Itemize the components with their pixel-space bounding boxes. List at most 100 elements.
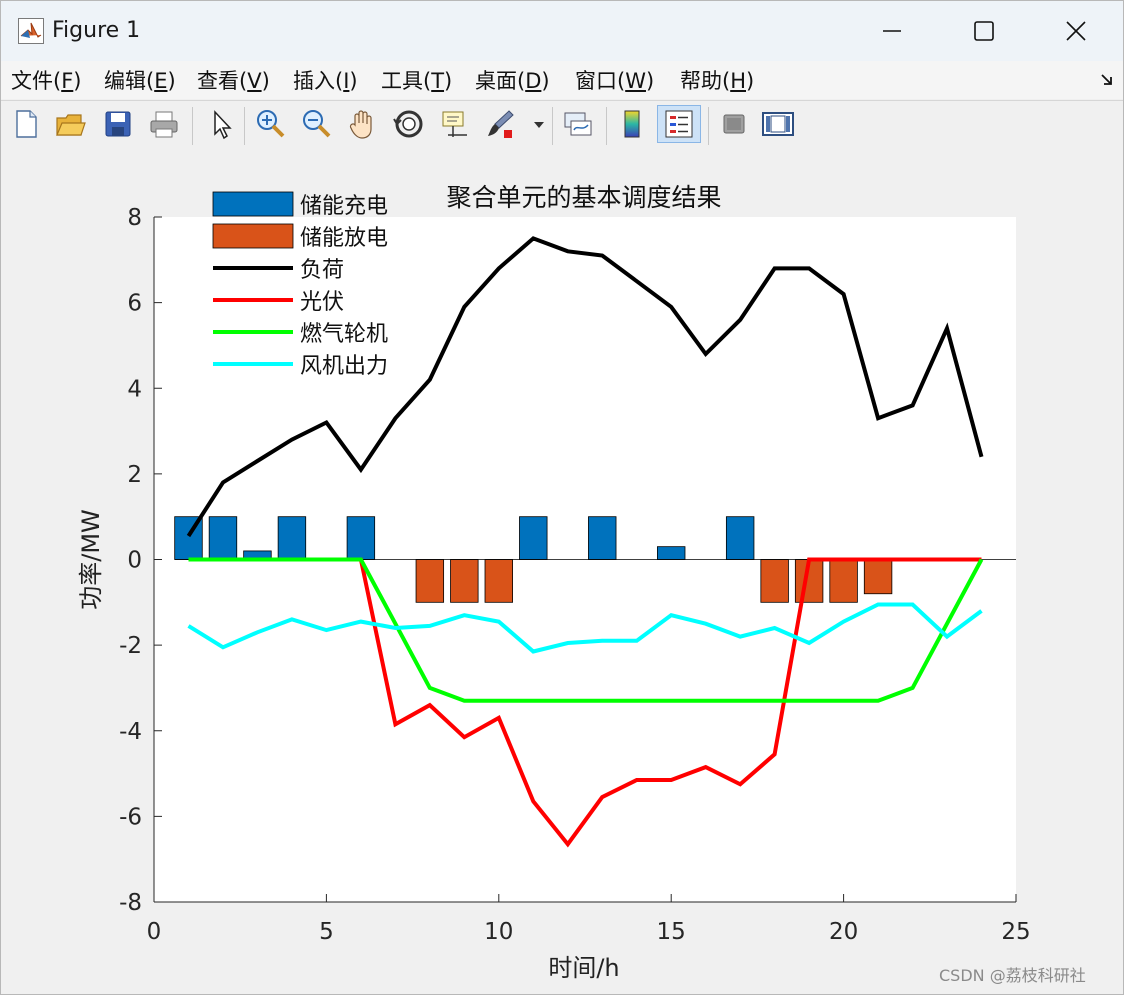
legend-label: 光伏: [300, 290, 344, 315]
legend-swatch: [212, 223, 294, 249]
discharge-bar: [863, 559, 893, 595]
window-title: Figure 1: [52, 18, 141, 43]
y-tick-label: -4: [119, 719, 142, 745]
charge-bar: [588, 516, 617, 560]
title-bar[interactable]: Figure 1: [1, 1, 1123, 61]
toolbar-separator: [552, 107, 553, 145]
toolbar-separator: [606, 107, 607, 145]
data-cursor-button[interactable]: [438, 105, 472, 143]
link-plot-button[interactable]: [561, 105, 595, 143]
legend-swatch: [212, 191, 294, 217]
save-button[interactable]: [101, 105, 135, 143]
open-file-icon: [56, 114, 86, 136]
close-icon: [1066, 21, 1086, 41]
menu-edit[interactable]: 编辑(E): [104, 69, 176, 93]
pointer-icon: [214, 110, 232, 140]
link-plot-icon: [564, 112, 592, 136]
legend-label: 储能充电: [300, 194, 388, 219]
x-tick-label: 25: [1001, 919, 1030, 945]
rotate-3d-button[interactable]: [392, 105, 426, 143]
print-button[interactable]: [147, 105, 181, 143]
maximize-icon: [974, 21, 994, 41]
discharge-bar: [484, 559, 513, 603]
zoom-in-icon: [257, 110, 285, 138]
menu-view[interactable]: 查看(V): [197, 69, 270, 93]
pan-button[interactable]: [346, 105, 380, 143]
x-axis-label: 时间/h: [548, 954, 619, 982]
pointer-button[interactable]: [203, 105, 237, 143]
dock-arrow-icon[interactable]: [1099, 72, 1115, 88]
watermark: CSDN @荔枝科研社: [939, 966, 1086, 985]
new-figure-button[interactable]: [9, 105, 43, 143]
y-axis-label: 功率/MW: [77, 509, 105, 610]
axes-group: 0 5 10 15 20 25 -8 -6 -4 -2 0 2 4 6 8: [119, 205, 1031, 945]
menu-bar: [1, 61, 1123, 99]
legend-label: 负荷: [300, 258, 344, 283]
x-tick-label: 10: [484, 919, 513, 945]
toolbar-separator: [192, 107, 193, 145]
zoom-out-button[interactable]: [300, 105, 334, 143]
open-file-button[interactable]: [53, 105, 87, 143]
menu-help[interactable]: 帮助(H): [680, 69, 755, 93]
line-group: [186, 236, 984, 848]
discharge-bar: [829, 559, 858, 603]
data-cursor-icon: [442, 111, 467, 137]
legend-button[interactable]: [657, 105, 701, 143]
x-tick-label: 0: [147, 919, 162, 945]
matlab-logo-icon: [18, 18, 44, 44]
legend-label: 燃气轮机: [300, 322, 388, 347]
print-icon: [150, 111, 178, 138]
menu-desktop[interactable]: 桌面(D): [475, 69, 550, 93]
charge-bar: [725, 516, 755, 560]
menu-window[interactable]: 窗口(W): [575, 69, 655, 93]
rotate-3d-icon: [393, 110, 423, 138]
brush-icon: [488, 110, 514, 138]
x-tick-label: 5: [319, 919, 334, 945]
y-tick-label: -8: [119, 890, 142, 916]
toolbar-separator: [708, 107, 709, 145]
zoom-out-icon: [303, 110, 331, 138]
show-plot-tools-icon: [762, 112, 794, 136]
colorbar-button[interactable]: [615, 105, 649, 143]
save-icon: [105, 111, 131, 137]
colorbar-icon: [624, 110, 640, 138]
menu-tools[interactable]: 工具(T): [381, 69, 453, 93]
chart-title: 聚合单元的基本调度结果: [446, 183, 721, 212]
y-tick-label: 8: [127, 205, 142, 231]
x-tick-label: 15: [657, 919, 686, 945]
pan-hand-icon: [349, 110, 372, 139]
wind-line: [187, 602, 983, 654]
new-figure-icon: [16, 110, 37, 138]
gas-turbine-line: [188, 557, 984, 703]
y-tick-label: 4: [127, 376, 142, 402]
toolbar-separator: [244, 107, 245, 145]
minimize-button[interactable]: [846, 1, 938, 61]
brush-dropdown-icon[interactable]: [533, 121, 545, 129]
menu-insert[interactable]: 插入(I): [293, 69, 358, 93]
minimize-icon: [883, 30, 901, 32]
brush-button[interactable]: [484, 105, 518, 143]
hide-plot-tools-button[interactable]: [717, 105, 751, 143]
load-line: [186, 236, 984, 538]
y-tick-label: -2: [119, 633, 142, 659]
discharge-bar: [450, 559, 479, 603]
close-button[interactable]: [1030, 1, 1122, 61]
legend-label: 风机出力: [300, 354, 388, 379]
discharge-bar: [760, 559, 789, 603]
charge-bar: [519, 516, 548, 560]
y-tick-label: 0: [127, 548, 142, 574]
discharge-bar: [415, 559, 445, 603]
zoom-in-button[interactable]: [254, 105, 288, 143]
maximize-button[interactable]: [938, 1, 1030, 61]
legend-icon: [665, 110, 693, 138]
menu-file[interactable]: 文件(F): [11, 69, 82, 93]
x-tick-label: 20: [829, 919, 858, 945]
hide-plot-tools-icon: [723, 114, 745, 134]
show-plot-tools-button[interactable]: [761, 105, 795, 143]
charge-bar: [208, 516, 238, 560]
charge-bar: [346, 516, 376, 560]
y-tick-label: -6: [119, 804, 142, 830]
